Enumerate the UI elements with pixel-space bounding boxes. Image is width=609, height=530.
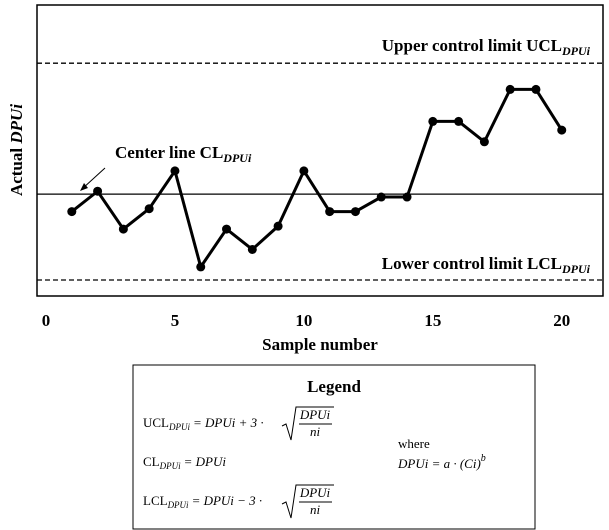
limit-sub: DPUi	[561, 44, 591, 58]
data-point	[299, 166, 309, 176]
plot-frame	[36, 4, 604, 297]
fraction-num: DPUi	[299, 485, 331, 500]
y-label-var: DPUi	[7, 104, 26, 145]
data-point	[144, 204, 154, 214]
data-point	[505, 84, 515, 94]
y-label-text: Actual	[7, 148, 26, 196]
limit-sub: DPUi	[561, 262, 591, 276]
formula: UCLDPUi = DPUi + 3 ·	[143, 415, 264, 432]
limit-name: Lower control limit LCL	[382, 254, 562, 273]
x-tick-label: 5	[171, 311, 180, 330]
definition: DPUi = a · (Ci)b	[397, 453, 486, 471]
formula-rhs: = DPUi	[184, 454, 227, 469]
where: where	[398, 436, 430, 451]
sqrt-sign	[281, 484, 334, 519]
formula-sub: DPUi	[159, 461, 181, 471]
x-tick-label: 20	[553, 311, 570, 330]
limit-name: Upper control limit UCL	[382, 36, 562, 55]
x-tick-label: 15	[424, 311, 441, 330]
data-point	[170, 166, 180, 176]
formula-lhs: CL	[143, 454, 160, 469]
data-point	[196, 262, 206, 272]
limit-label: Center line CLDPUi	[115, 143, 252, 165]
limit-name: Center line CL	[115, 143, 223, 162]
data-point	[376, 192, 386, 202]
formula-rhs: = DPUi − 3 ·	[192, 493, 263, 508]
data-point	[93, 186, 103, 196]
data-point	[479, 137, 489, 147]
data-point	[557, 125, 567, 135]
formula-sub: DPUi	[168, 422, 190, 432]
data-point	[402, 192, 412, 202]
arrow-head	[80, 183, 88, 191]
def-lhs: DPUi = a · (Ci)	[397, 456, 481, 471]
data-point	[531, 84, 541, 94]
limit-sub: DPUi	[222, 151, 252, 165]
formula-lhs: UCL	[143, 415, 169, 430]
data-point	[247, 244, 257, 254]
data-point	[428, 116, 438, 126]
data-point	[454, 116, 464, 126]
legend-title: Legend	[307, 377, 361, 396]
data-line	[70, 87, 564, 271]
x-axis-label: Sample number	[262, 335, 378, 354]
sqrt-sign	[281, 406, 334, 441]
formula-rhs: = DPUi + 3 ·	[193, 415, 264, 430]
fraction-den: ni	[310, 502, 321, 517]
limit-label: Upper control limit UCLDPUi	[382, 36, 591, 58]
data-point	[222, 224, 232, 234]
fraction-den: ni	[310, 424, 321, 439]
limit-label: Lower control limit LCLDPUi	[382, 254, 591, 276]
formula: CLDPUi = DPUi	[143, 454, 226, 471]
x-tick-label: 0	[42, 311, 51, 330]
y-axis-label: Actual DPUi	[7, 104, 26, 196]
legend-box	[132, 364, 536, 530]
data-point	[273, 221, 283, 231]
data-point	[118, 224, 128, 234]
formula: LCLDPUi = DPUi − 3 ·	[143, 493, 262, 510]
def-sup: b	[481, 453, 486, 464]
x-tick-label: 10	[295, 311, 312, 330]
data-point	[350, 207, 360, 217]
formula-lhs: LCL	[143, 493, 168, 508]
data-point	[67, 207, 77, 217]
data-point	[325, 207, 335, 217]
fraction-num: DPUi	[299, 407, 331, 422]
formula-sub: DPUi	[167, 500, 189, 510]
